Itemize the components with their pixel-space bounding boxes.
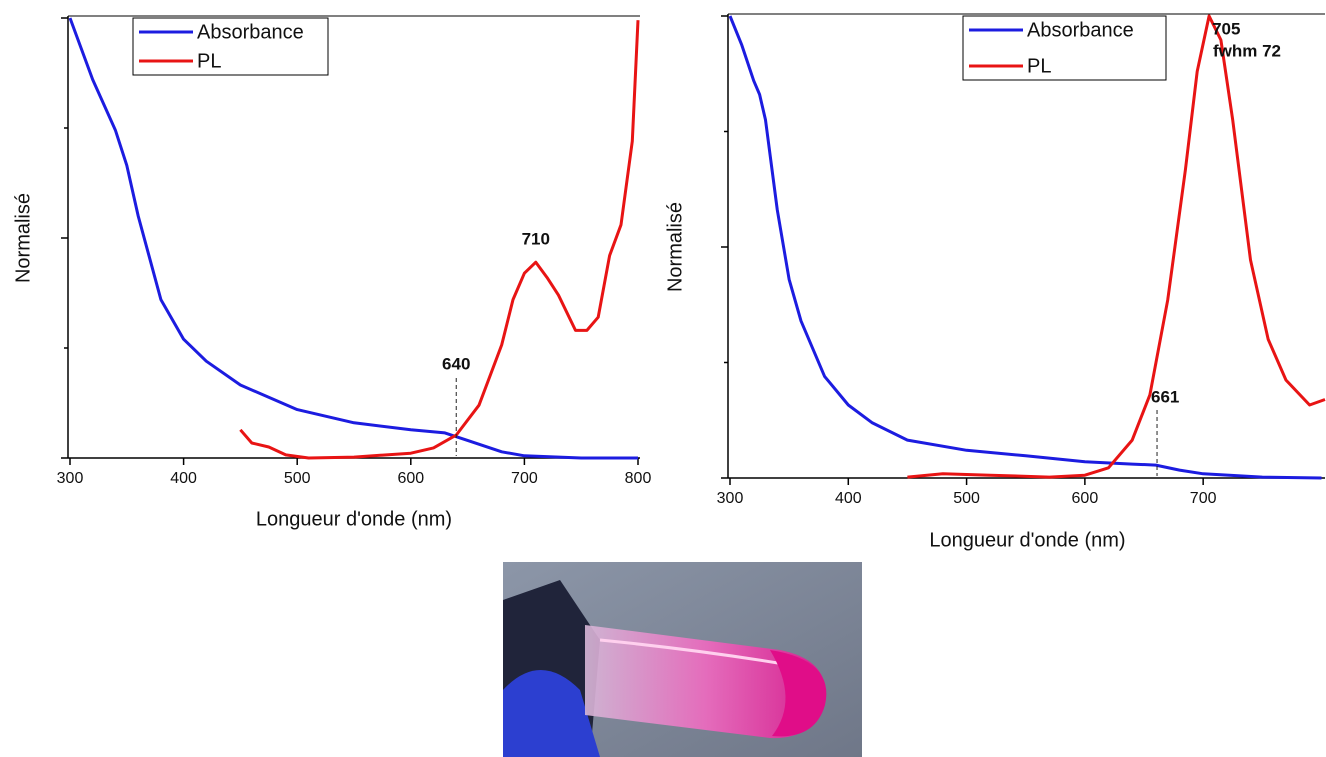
chart: 300 400 500 600 700 Longueur d'onde (nm) Norma… (664, 13, 1326, 551)
x-tick-label: 300 (57, 470, 84, 487)
vial-bottom (770, 650, 827, 737)
x-tick-label: 700 (1190, 490, 1217, 507)
y-axis-title: Normalisé (664, 202, 686, 292)
legend-label: PL (1027, 55, 1051, 77)
chart: 300 400 500 600 700 800 Longueur d'onde (nm) No… (12, 15, 652, 530)
legend-box (962, 15, 1167, 81)
legend-label: Absorbance (197, 21, 304, 43)
annotation: fwhm 72 (1213, 41, 1281, 60)
series-line (907, 14, 1326, 479)
x-tick-label: 400 (835, 490, 862, 507)
annotation: 705 (1212, 19, 1240, 38)
annotation: 710 (522, 229, 550, 248)
vial-photo (503, 562, 862, 757)
legend-box (132, 17, 329, 76)
x-axis-title: Longueur d'onde (nm) (929, 529, 1125, 551)
x-tick-label: 500 (284, 470, 311, 487)
series-line (68, 17, 638, 460)
x-tick-label: 600 (1072, 490, 1099, 507)
x-tick-label: 400 (170, 470, 197, 487)
annotation: 661 (1151, 387, 1179, 406)
x-tick-label: 500 (953, 490, 980, 507)
vial-reflection (599, 638, 791, 667)
legend-label: PL (197, 50, 221, 72)
x-tick-label: 800 (625, 470, 652, 487)
series-line (239, 20, 640, 460)
vial (585, 625, 826, 739)
x-tick-label: 300 (717, 490, 744, 507)
legend-label: Absorbance (1027, 19, 1134, 41)
annotation: 640 (442, 354, 470, 373)
x-tick-label: 600 (397, 470, 424, 487)
x-tick-label: 700 (511, 470, 538, 487)
y-axis-title: Normalisé (12, 193, 34, 283)
x-axis-title: Longueur d'onde (nm) (256, 508, 452, 530)
series-line (728, 15, 1322, 480)
glove (503, 670, 600, 757)
